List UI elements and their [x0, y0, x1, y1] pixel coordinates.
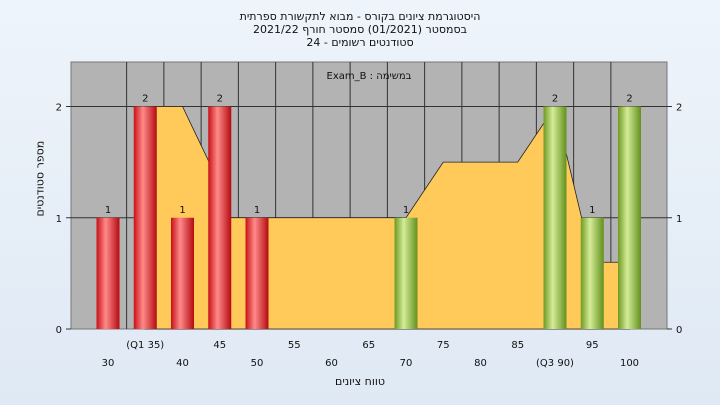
x-tick-label-8: 70 — [400, 358, 413, 369]
bar-4 — [245, 217, 269, 329]
x-tick-label-2: 40 — [176, 358, 189, 369]
chart-annotation: Exam_B : במשימה — [327, 71, 412, 82]
bar-1 — [133, 106, 157, 329]
bar-label-4: 1 — [254, 205, 260, 216]
bar-label-1: 2 — [142, 94, 148, 105]
bar-label-0: 1 — [105, 205, 111, 216]
y-tick-label-right: 1 — [676, 214, 682, 225]
x-tick-label-13: 95 — [586, 340, 599, 351]
x-axis-label: טווח ציונים — [335, 375, 385, 388]
x-tick-label-1: (Q1 35) — [126, 340, 164, 351]
title-line-2: בסמסטר (01/2021) סמסטר חורף 2021/22 — [253, 23, 467, 36]
bar-label-14: 2 — [626, 94, 632, 105]
bar-label-8: 1 — [403, 205, 409, 216]
x-tick-label-11: 85 — [511, 340, 524, 351]
bar-label-13: 1 — [589, 205, 595, 216]
y-tick-label-left: 0 — [56, 325, 62, 336]
bar-12 — [543, 106, 567, 329]
bar-8 — [394, 217, 418, 329]
bar-2 — [171, 217, 194, 329]
x-tick-label-12: (Q3 90) — [536, 358, 574, 369]
title-line-1: היסטוגרמת ציונים בקורס - מבוא לתקשורת ספ… — [239, 10, 481, 23]
x-tick-label-6: 60 — [325, 358, 338, 369]
x-tick-label-5: 55 — [288, 340, 301, 351]
bar-label-12: 2 — [552, 94, 558, 105]
y-tick-label-left: 2 — [56, 103, 62, 114]
x-tick-label-4: 50 — [251, 358, 264, 369]
x-tick-label-7: 65 — [362, 340, 375, 351]
y-tick-label-left: 1 — [56, 214, 62, 225]
bar-label-2: 1 — [179, 205, 185, 216]
x-tick-label-3: 45 — [213, 340, 226, 351]
chart-title: היסטוגרמת ציונים בקורס - מבוא לתקשורת ספ… — [0, 10, 720, 49]
y-tick-label-right: 0 — [676, 325, 682, 336]
y-tick-label-right: 2 — [676, 103, 682, 114]
x-tick-label-0: 30 — [102, 358, 115, 369]
bar-0 — [96, 217, 120, 329]
x-tick-label-14: 100 — [620, 358, 639, 369]
bar-3 — [208, 106, 232, 329]
bar-14 — [618, 106, 641, 329]
y-axis-label: מספר סטודנטים — [33, 140, 47, 217]
bar-13 — [580, 217, 604, 329]
x-tick-label-10: 80 — [474, 358, 487, 369]
x-tick-label-9: 75 — [437, 340, 450, 351]
bar-label-3: 2 — [217, 94, 223, 105]
title-line-3: סטודנטים רשומים - 24 — [306, 36, 414, 49]
